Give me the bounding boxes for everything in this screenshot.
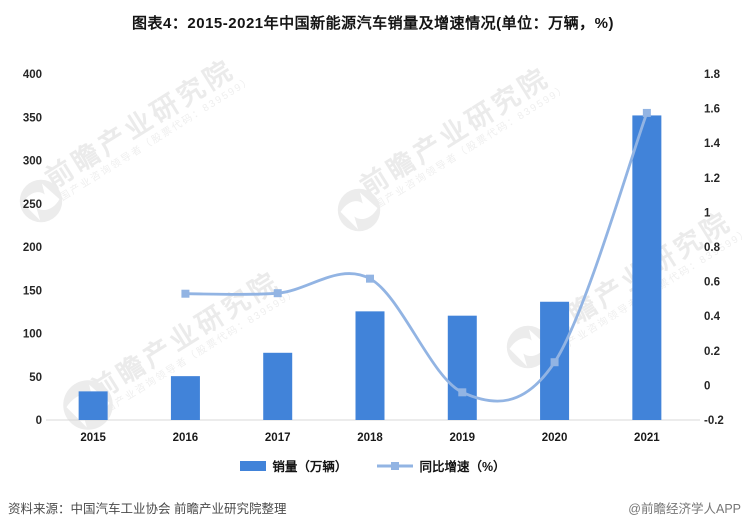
data-source-text: 资料来源：中国汽车工业协会 前瞻产业研究院整理 (8, 502, 287, 516)
bar-2018 (355, 311, 385, 420)
legend-item-sales: 销量（万辆） (240, 456, 347, 475)
y-axis-left-tick: 100 (23, 329, 42, 341)
growth-marker (273, 289, 282, 298)
y-axis-right-tick: 1.8 (704, 69, 721, 81)
y-axis-right-tick: 0.8 (704, 242, 721, 254)
y-axis-right-tick: 1.2 (704, 173, 720, 185)
line-swatch-marker (391, 461, 400, 470)
bar-2016 (170, 376, 200, 420)
y-axis-left-tick: 150 (23, 285, 42, 297)
y-axis-right-tick: 1.6 (704, 104, 720, 116)
growth-marker (181, 289, 190, 298)
y-axis-left-tick: 0 (36, 415, 42, 427)
x-axis-label-2015: 2015 (80, 432, 106, 444)
legend-label-growth: 同比增速（%） (419, 460, 506, 474)
bar-swatch-icon (240, 460, 267, 471)
growth-marker (550, 358, 559, 367)
bar-2019 (447, 315, 477, 420)
y-axis-left-tick: 200 (23, 242, 42, 254)
y-axis-right-tick: 1.4 (704, 138, 721, 150)
legend-label-sales: 销量（万辆） (272, 460, 348, 474)
y-axis-right-tick: 0.2 (704, 346, 720, 358)
credit-text: @前瞻经济学人APP (628, 502, 741, 516)
growth-marker (458, 388, 467, 397)
y-axis-left-tick: 300 (23, 156, 42, 168)
x-axis-label-2019: 2019 (449, 432, 475, 444)
chart-legend: 销量（万辆） 同比增速（%） (0, 456, 746, 475)
x-axis-label-2018: 2018 (357, 432, 383, 444)
y-axis-right-tick: -0.2 (704, 415, 724, 427)
x-axis-label-2020: 2020 (542, 432, 568, 444)
y-axis-left-tick: 50 (29, 372, 42, 384)
x-axis-label-2016: 2016 (173, 432, 199, 444)
bar-2017 (263, 352, 293, 420)
x-axis-label-2021: 2021 (634, 432, 660, 444)
growth-line (185, 112, 649, 403)
growth-marker (642, 108, 651, 117)
growth-marker (366, 274, 374, 283)
y-axis-left-tick: 350 (23, 112, 42, 124)
y-axis-right-tick: 0.6 (704, 277, 720, 289)
y-axis-right-tick: 0 (704, 380, 710, 392)
y-axis-left-tick: 400 (23, 69, 42, 81)
line-swatch-icon (377, 461, 414, 470)
bar-2015 (78, 391, 108, 420)
x-axis-label-2017: 2017 (265, 432, 291, 444)
bar-2021 (632, 115, 662, 420)
y-axis-right-tick: 1 (704, 207, 711, 219)
chart-title: 图表4：2015-2021年中国新能源汽车销量及增速情况(单位：万辆，%) (132, 15, 614, 32)
legend-item-growth: 同比增速（%） (377, 456, 506, 475)
y-axis-right-tick: 0.4 (704, 311, 721, 323)
y-axis-left-tick: 250 (23, 199, 42, 211)
